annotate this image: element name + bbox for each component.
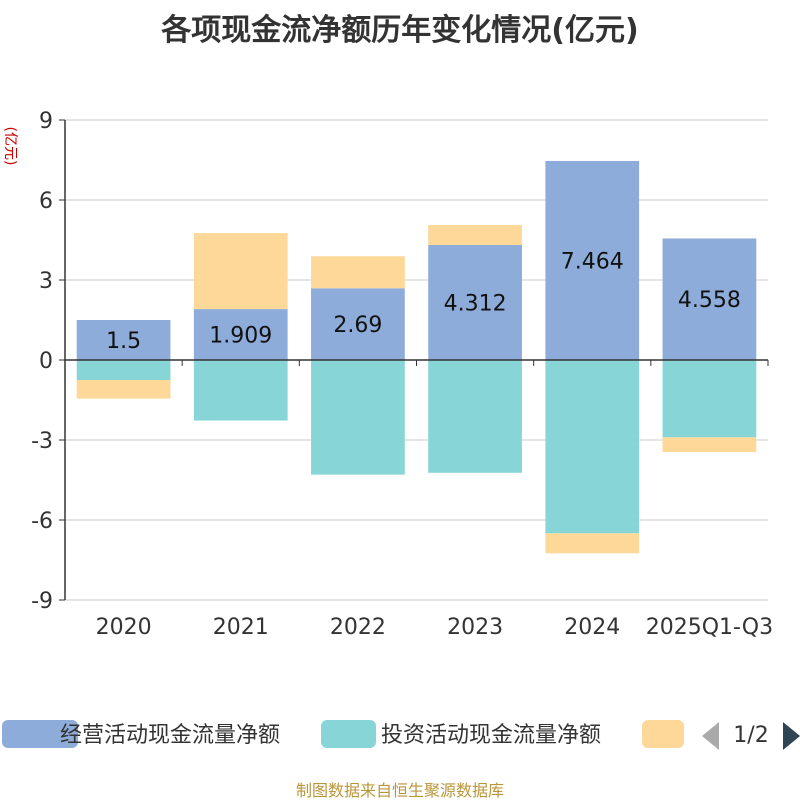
chart-title: 各项现金流净额历年变化情况(亿元) [160, 13, 638, 48]
bar-series3-2023 [428, 225, 522, 246]
legend-label-1[interactable]: 经营活动现金流量净额 [60, 723, 280, 748]
data-label-2022: 2.69 [333, 313, 382, 338]
x-tick-label: 2024 [564, 615, 620, 640]
x-tick-label: 2025Q1-Q3 [646, 615, 773, 640]
axes: 9 6 3 0 -3 -6 -9 2020 2021 2022 2023 2024 2025Q1-Q3 [31, 109, 773, 640]
y-tick-label: 6 [39, 189, 53, 214]
bar-series1-2022 [311, 288, 405, 360]
source-note: 制图数据来自恒生聚源数据库 [296, 781, 504, 800]
bar-series3-2020 [76, 380, 171, 399]
data-label-2023: 4.312 [444, 292, 507, 317]
legend-page-indicator: 1/2 [733, 723, 768, 748]
y-tick-label: -3 [31, 429, 53, 454]
bar-series2-2024 [545, 360, 640, 534]
bar-series2-2020 [76, 360, 171, 380]
x-tick-label: 2023 [447, 615, 503, 640]
y-tick-label: -6 [31, 509, 53, 534]
bar-series1-2021 [193, 309, 288, 360]
y-axis-label: (亿元) [2, 127, 18, 166]
x-tick-label: 2020 [96, 615, 152, 640]
bar-series1-2023 [428, 245, 522, 360]
y-tick-label: 0 [39, 349, 53, 374]
legend-swatch-2[interactable] [321, 720, 376, 748]
legend: 经营活动现金流量净额 投资活动现金流量净额 1/2 [2, 720, 800, 750]
bar-series3-2022 [311, 256, 405, 289]
grid-lines [65, 119, 768, 601]
bar-series2-2023 [428, 360, 522, 473]
bar-series2-2021 [193, 360, 288, 421]
data-label-2024: 7.464 [561, 249, 624, 274]
bar-series3-2025Q1-Q3 [662, 437, 757, 452]
bar-series1-2024 [545, 160, 640, 360]
x-tick-label: 2021 [213, 615, 269, 640]
legend-swatch-3[interactable] [642, 720, 684, 748]
y-tick-label: -9 [31, 589, 53, 614]
bar-series3-2021 [193, 233, 288, 310]
data-label-2025Q1-Q3: 4.558 [678, 288, 741, 313]
data-label-2021: 1.909 [209, 324, 272, 349]
legend-next-icon[interactable] [783, 722, 800, 750]
y-tick-label: 3 [39, 269, 53, 294]
bars [76, 160, 757, 554]
legend-swatch-1[interactable] [2, 720, 78, 748]
legend-label-2[interactable]: 投资活动现金流量净额 [381, 723, 601, 748]
bar-series2-2022 [311, 360, 405, 475]
bar-series1-2020 [76, 320, 171, 360]
data-labels: 1.5 1.909 2.69 4.312 7.464 4.558 [106, 249, 741, 354]
bar-series3-2024 [545, 533, 640, 554]
y-tick-label: 9 [39, 109, 53, 134]
legend-prev-icon[interactable] [702, 722, 719, 750]
bar-series2-2025Q1-Q3 [662, 360, 757, 438]
data-label-2020: 1.5 [106, 329, 141, 354]
x-tick-label: 2022 [330, 615, 386, 640]
bar-series1-2025Q1-Q3 [662, 238, 757, 360]
